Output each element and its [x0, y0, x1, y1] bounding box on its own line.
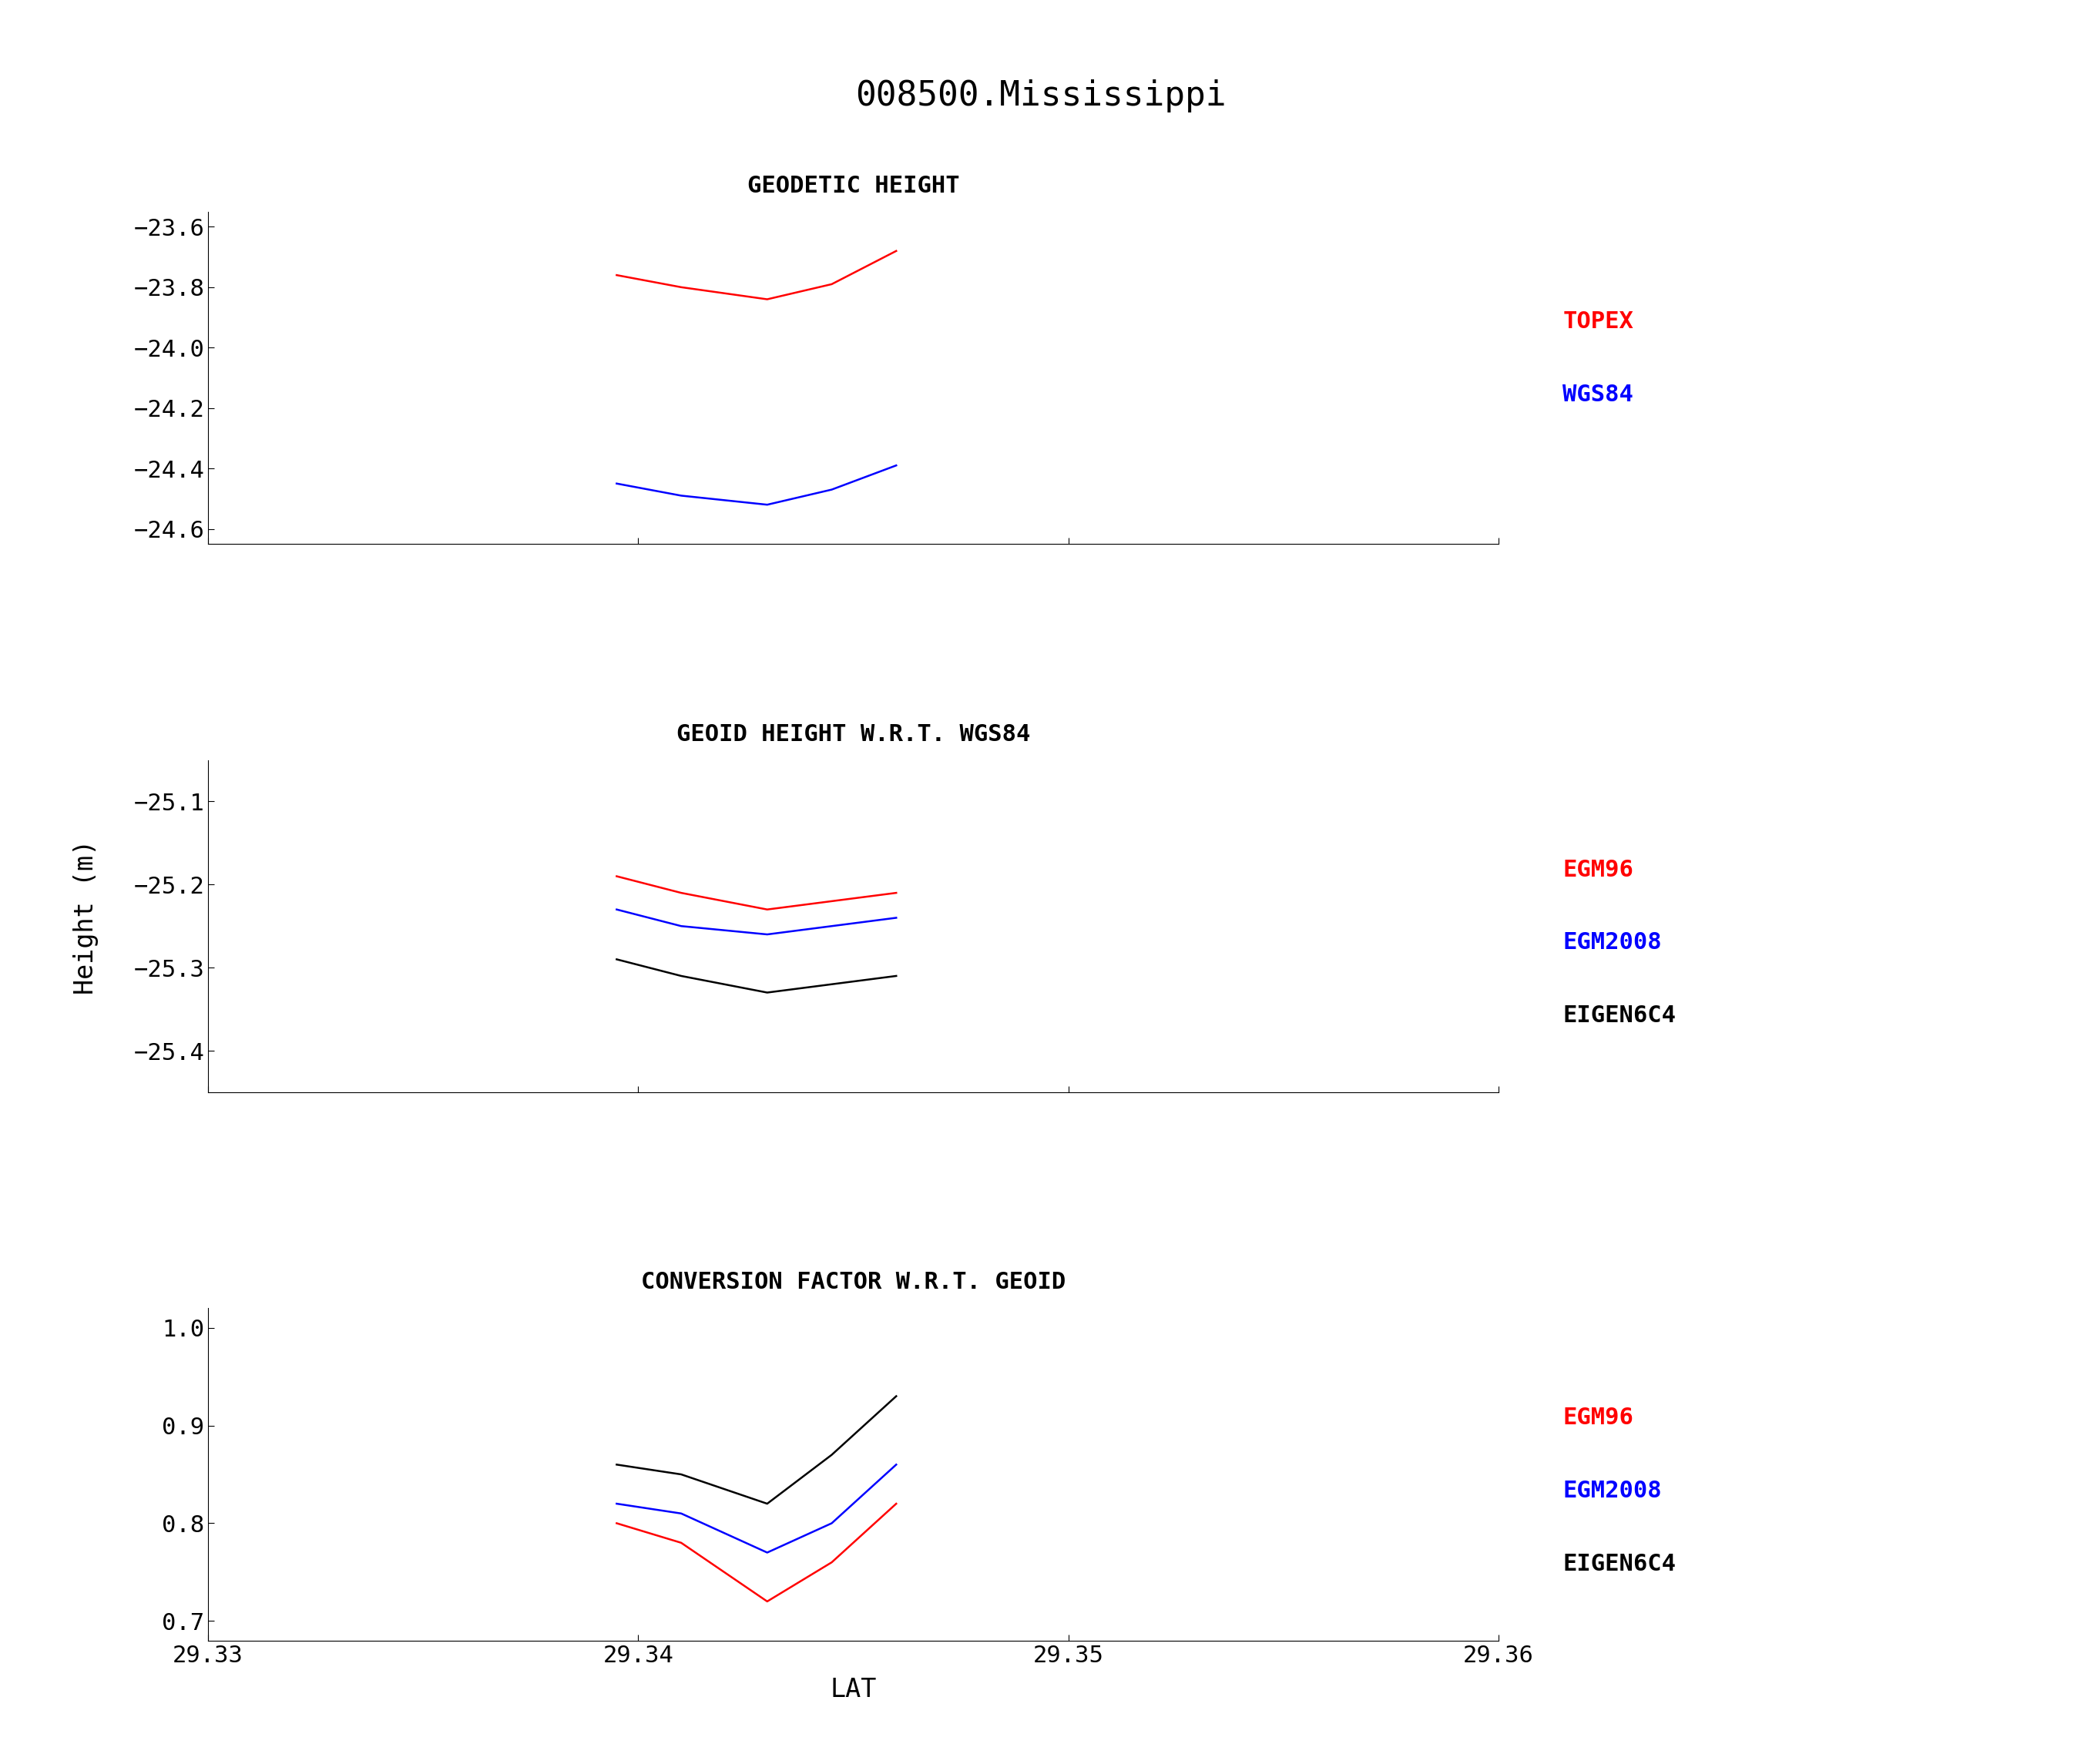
Title: GEOID HEIGHT W.R.T. WGS84: GEOID HEIGHT W.R.T. WGS84: [676, 723, 1030, 746]
Text: TOPEX: TOPEX: [1563, 310, 1634, 333]
Text: EGM96: EGM96: [1563, 1408, 1634, 1429]
Text: EGM96: EGM96: [1563, 859, 1634, 880]
Text: Height (m): Height (m): [73, 840, 98, 995]
Title: CONVERSION FACTOR W.R.T. GEOID: CONVERSION FACTOR W.R.T. GEOID: [641, 1272, 1065, 1293]
X-axis label: LAT: LAT: [830, 1678, 876, 1702]
Text: EGM2008: EGM2008: [1563, 1480, 1663, 1503]
Text: EGM2008: EGM2008: [1563, 931, 1663, 954]
Text: EIGEN6C4: EIGEN6C4: [1563, 1005, 1675, 1027]
Text: 008500.Mississippi: 008500.Mississippi: [855, 79, 1226, 113]
Text: EIGEN6C4: EIGEN6C4: [1563, 1552, 1675, 1575]
Text: WGS84: WGS84: [1563, 383, 1634, 406]
Title: GEODETIC HEIGHT: GEODETIC HEIGHT: [747, 175, 959, 198]
